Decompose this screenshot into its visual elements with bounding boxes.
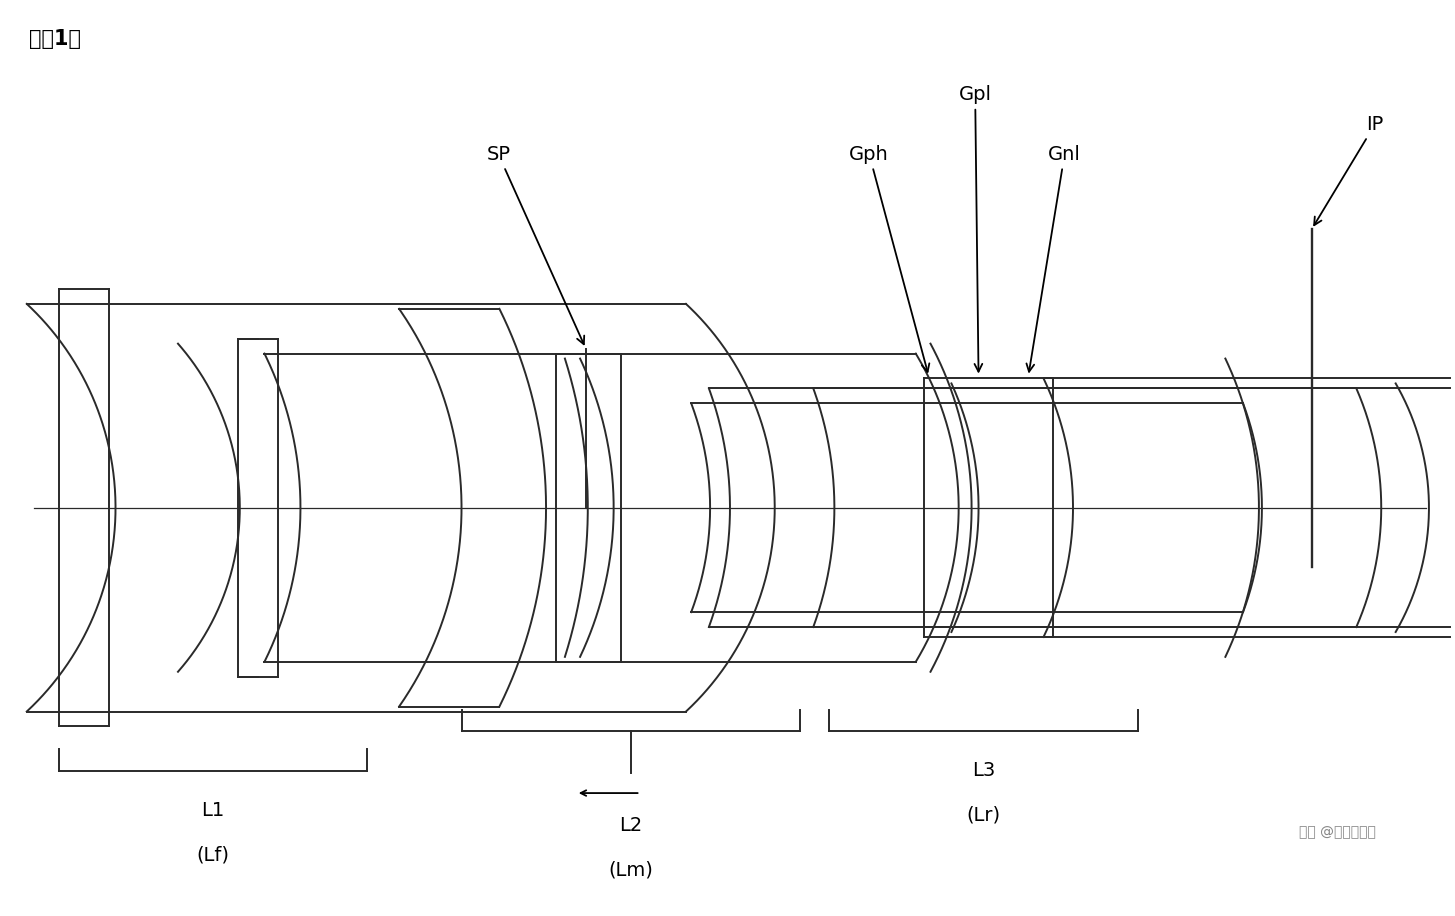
Text: L3: L3 xyxy=(972,761,995,780)
Text: (Lm): (Lm) xyxy=(608,861,653,879)
Text: Gpl: Gpl xyxy=(959,85,992,372)
Text: 头条 @任吉的云吹: 头条 @任吉的云吹 xyxy=(1299,824,1376,839)
Text: Gnl: Gnl xyxy=(1026,145,1081,372)
Text: (Lf): (Lf) xyxy=(196,845,230,865)
Text: (Lr): (Lr) xyxy=(966,806,1001,825)
Text: IP: IP xyxy=(1314,114,1384,225)
Text: 『图1』: 『图1』 xyxy=(29,29,81,49)
Text: SP: SP xyxy=(486,145,585,344)
Text: Gph: Gph xyxy=(850,145,930,372)
Text: L1: L1 xyxy=(201,801,224,820)
Text: L2: L2 xyxy=(618,816,642,834)
